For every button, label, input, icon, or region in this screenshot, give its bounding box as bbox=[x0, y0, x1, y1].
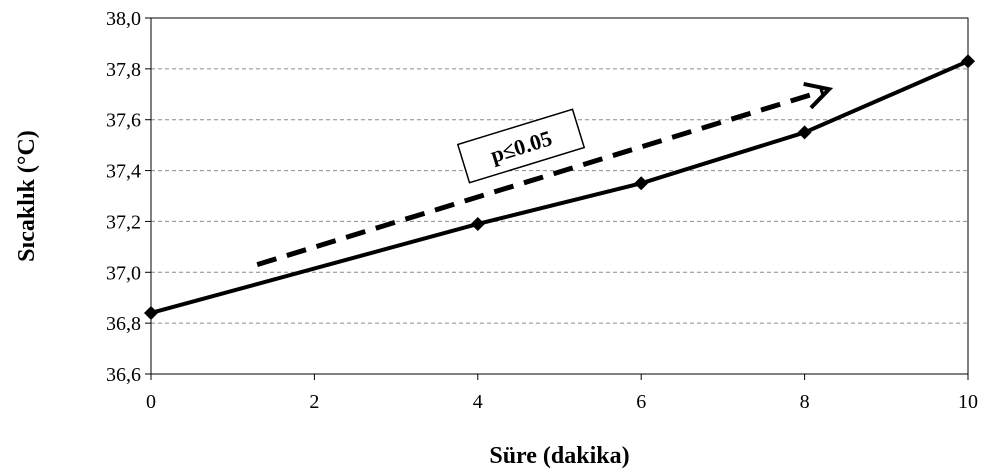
grid-lines bbox=[151, 68, 968, 324]
y-tick-label: 38,0 bbox=[106, 8, 141, 30]
x-tick-label: 6 bbox=[636, 391, 646, 413]
series-layer bbox=[144, 54, 975, 320]
data-point bbox=[961, 54, 975, 69]
data-point bbox=[470, 216, 485, 231]
data-point bbox=[634, 176, 649, 191]
x-axis-title: Süre (dakika) bbox=[489, 443, 629, 469]
y-axis-ticks: 36,6 36,8 37,0 37,2 37,4 37,6 37,8 38,0 bbox=[106, 8, 151, 386]
x-tick-label: 4 bbox=[473, 391, 483, 413]
x-tick-label: 8 bbox=[800, 391, 810, 413]
annotation-box: p≤0.05 bbox=[456, 108, 586, 184]
plot-area-frame bbox=[150, 17, 969, 375]
y-tick-label: 37,2 bbox=[106, 211, 141, 233]
y-axis-title: Sıcaklık (°C) bbox=[14, 130, 40, 262]
x-tick-label: 10 bbox=[958, 391, 978, 413]
x-tick-label: 2 bbox=[309, 391, 319, 413]
x-axis-ticks: 0 2 4 6 8 10 bbox=[146, 374, 978, 413]
y-tick-label: 37,0 bbox=[106, 262, 141, 284]
trend-arrow-head bbox=[803, 82, 834, 110]
trend-arrow-line bbox=[256, 88, 825, 268]
y-tick-label: 37,8 bbox=[106, 59, 141, 81]
y-tick-label: 36,8 bbox=[106, 313, 141, 335]
y-tick-label: 37,6 bbox=[106, 110, 141, 132]
annotation-box-border bbox=[456, 108, 586, 184]
y-tick-label: 36,6 bbox=[106, 364, 141, 386]
data-point bbox=[144, 305, 158, 320]
annotation-layer: p≤0.05 bbox=[256, 82, 834, 268]
data-point bbox=[797, 125, 812, 140]
series-line bbox=[150, 59, 969, 315]
y-tick-label: 37,4 bbox=[106, 161, 141, 183]
x-tick-label: 0 bbox=[146, 391, 156, 413]
